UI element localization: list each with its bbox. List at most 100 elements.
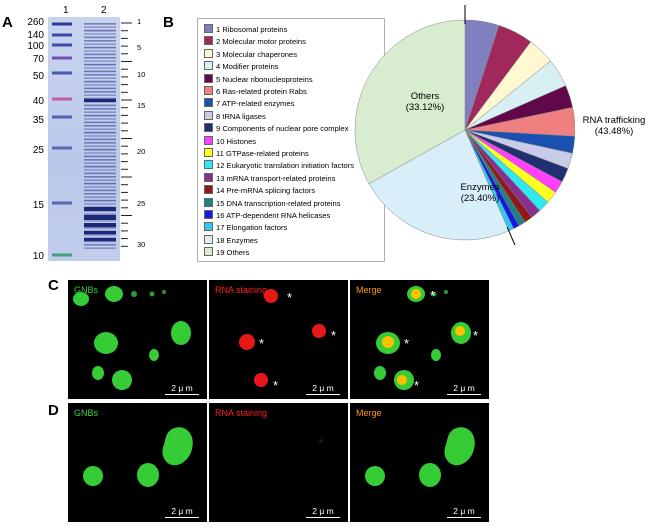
sample-band [84,80,116,83]
legend-item: 11 GTPase-related proteins [204,148,309,158]
sample-band [84,213,116,215]
mw-marker-260: 260 [27,17,44,28]
legend-swatch [204,222,213,232]
rna-group-end-line [506,227,519,252]
legend-label: 18 Enzymes [216,235,258,245]
sample-band [84,108,116,110]
legend-label: 19 Others [216,248,250,258]
legend-item: 2 Molecular motor proteins [204,36,306,46]
legend-label: 2 Molecular motor proteins [216,37,306,47]
mw-marker-70: 70 [32,54,44,65]
sample-band [84,186,116,188]
band-number-5: 5 [137,43,142,52]
sample-band [84,138,116,141]
panel-d-letter: D [48,402,59,419]
panel-d-rna-scalebar: 2 μ m [306,506,340,518]
legend-swatch [204,197,213,207]
legend-swatch [204,148,213,157]
legend-swatch [204,73,213,83]
panel-a-letter: A [2,14,13,31]
sample-band [84,179,116,181]
ladder-band [52,201,72,205]
sample-band [84,84,116,86]
band-number-30: 30 [137,240,146,249]
sample-band [84,46,116,49]
legend-label: 7 ATP-related enzymes [216,99,295,109]
sample-band [84,176,116,178]
sample-band [84,247,116,249]
strong-sample-band [84,238,116,241]
mw-marker-35: 35 [32,115,44,126]
legend-label: 1 Ribosomal proteins [216,25,288,34]
scalebar-text: 2 μ m [312,383,334,393]
sample-band [84,67,116,69]
lane-2-label: 2 [101,5,107,16]
legend-item: 15 DNA transcription-related proteins [204,197,341,208]
legend-label: 6 Ras-related protein Rabs [216,87,307,96]
panel-d-rna-frame: RNA staining 2 μ m [209,403,348,522]
panel-d-gnbs-image [83,427,193,487]
sample-band [84,142,116,144]
panel-c-gnbs-frame: GNBs 2 μ m [68,280,207,399]
panel-d-gnbs-scalebar: 2 μ m [165,506,199,518]
pie-label-rna-pct: (43.48%) [594,126,634,138]
legend-label: 5 Nuclear ribonucleoproteins [216,74,313,84]
sample-band [84,87,116,90]
sample-band [84,60,116,62]
panel-c-merge-image [374,286,471,390]
legend-swatch [204,172,213,182]
sample-band [84,91,116,93]
sample-band [84,148,116,151]
pie-legend: 1 Ribosomal proteins 2 Molecular motor pr… [197,18,385,262]
legend-swatch [204,210,213,219]
mw-marker-140: 140 [27,30,44,41]
panel-c-merge-scalebar: 2 μ m [447,383,481,395]
scalebar-text: 2 μ m [171,506,193,516]
sample-band [84,40,116,42]
sample-band [84,23,116,25]
scalebar-text: 2 μ m [171,383,193,393]
legend-label: 17 Elongation factors [216,223,288,233]
sample-band [84,121,116,124]
legend-swatch [204,110,213,120]
star-1: * [287,290,293,305]
legend-item: 7 ATP-related enzymes [204,98,294,108]
sample-band [84,244,116,246]
ladder-band [52,253,72,257]
star-7: * [473,328,479,343]
sample-band [84,182,116,185]
sample-band [84,165,116,168]
legend-label: 9 Components of nuclear pore complex [216,124,349,134]
panel-c-gnbs-scalebar: 2 μ m [165,383,199,395]
sample-band [84,29,116,32]
legend-label: 15 DNA transcription-related proteins [216,198,341,208]
legend-label: 12 Eukaryotic translation initiation fac… [216,161,355,171]
legend-swatch [204,123,213,133]
sample-band [84,53,116,56]
legend-label: 14 Pre-mRNA splicing factors [216,186,316,196]
panel-c-rna-label: RNA staining [215,285,268,295]
sample-band [84,145,116,147]
sample-band [84,74,116,76]
panel-c-gnbs-image [73,286,191,390]
legend-label: 10 Histones [216,136,257,146]
sample-band [84,159,116,161]
strong-sample-band [84,223,116,227]
star-4: * [273,378,279,393]
ladder-band [52,33,72,37]
sample-band [84,162,116,164]
pie-label-others-pct: (33.12%) [405,102,445,114]
sample-band [84,172,116,175]
sample-band [84,131,116,134]
scalebar-text: 2 μ m [453,383,475,393]
legend-swatch [204,234,213,244]
sample-band [84,152,116,154]
legend-item: 19 Others [204,247,249,257]
sample-band [84,189,116,192]
sample-band [84,111,116,113]
legend-label: 13 mRNA transport-related proteins [216,173,336,183]
sample-band [84,199,116,202]
sample-band [84,50,116,52]
legend-item: 10 Histones [204,135,257,146]
panel-d-merge-image [365,427,475,487]
